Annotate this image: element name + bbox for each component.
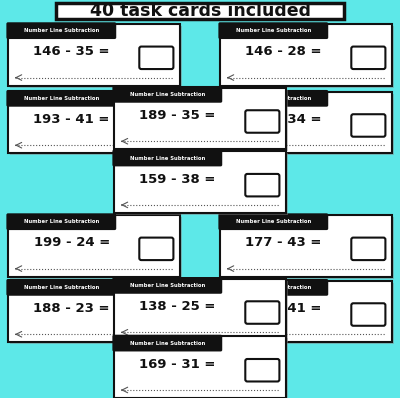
FancyBboxPatch shape bbox=[220, 24, 392, 86]
Text: Number Line Subtraction: Number Line Subtraction bbox=[130, 341, 205, 345]
FancyBboxPatch shape bbox=[245, 359, 279, 381]
FancyBboxPatch shape bbox=[222, 283, 394, 344]
FancyBboxPatch shape bbox=[6, 22, 116, 39]
FancyBboxPatch shape bbox=[116, 338, 288, 398]
Text: Number Line Subtraction: Number Line Subtraction bbox=[24, 285, 99, 290]
FancyBboxPatch shape bbox=[222, 94, 394, 155]
Text: 177 - 43 =: 177 - 43 = bbox=[246, 236, 322, 249]
Text: Number Line Subtraction: Number Line Subtraction bbox=[24, 28, 99, 33]
FancyBboxPatch shape bbox=[351, 238, 386, 260]
Text: 40 task cards included: 40 task cards included bbox=[90, 2, 310, 20]
FancyBboxPatch shape bbox=[8, 215, 180, 277]
FancyBboxPatch shape bbox=[114, 336, 286, 398]
FancyBboxPatch shape bbox=[245, 174, 279, 196]
FancyBboxPatch shape bbox=[10, 94, 182, 155]
Text: Number Line Subtraction: Number Line Subtraction bbox=[24, 96, 99, 101]
FancyBboxPatch shape bbox=[139, 47, 174, 69]
FancyBboxPatch shape bbox=[8, 24, 180, 86]
FancyBboxPatch shape bbox=[114, 279, 286, 340]
Text: 158 - 34 =: 158 - 34 = bbox=[245, 113, 322, 126]
FancyBboxPatch shape bbox=[112, 335, 222, 351]
FancyBboxPatch shape bbox=[10, 26, 182, 88]
Text: 159 - 38 =: 159 - 38 = bbox=[140, 172, 216, 185]
FancyBboxPatch shape bbox=[218, 22, 328, 39]
FancyBboxPatch shape bbox=[245, 301, 279, 324]
Text: Number Line Subtraction: Number Line Subtraction bbox=[130, 283, 205, 288]
FancyBboxPatch shape bbox=[220, 215, 392, 277]
Text: 146 - 35 =: 146 - 35 = bbox=[33, 45, 110, 58]
Text: 189 - 35 =: 189 - 35 = bbox=[140, 109, 216, 122]
FancyBboxPatch shape bbox=[116, 281, 288, 342]
Text: 193 - 41 =: 193 - 41 = bbox=[34, 113, 110, 126]
Text: Number Line Subtraction: Number Line Subtraction bbox=[130, 156, 205, 160]
FancyBboxPatch shape bbox=[112, 277, 222, 294]
FancyBboxPatch shape bbox=[112, 86, 222, 103]
FancyBboxPatch shape bbox=[6, 279, 116, 296]
FancyBboxPatch shape bbox=[351, 303, 386, 326]
Text: 153 - 41 =: 153 - 41 = bbox=[246, 302, 322, 315]
FancyBboxPatch shape bbox=[10, 217, 182, 279]
FancyBboxPatch shape bbox=[222, 26, 394, 88]
FancyBboxPatch shape bbox=[112, 150, 222, 166]
FancyBboxPatch shape bbox=[222, 217, 394, 279]
FancyBboxPatch shape bbox=[245, 110, 279, 133]
FancyBboxPatch shape bbox=[218, 213, 328, 230]
FancyBboxPatch shape bbox=[116, 90, 288, 151]
FancyBboxPatch shape bbox=[56, 3, 344, 19]
FancyBboxPatch shape bbox=[114, 88, 286, 149]
FancyBboxPatch shape bbox=[218, 279, 328, 296]
FancyBboxPatch shape bbox=[351, 47, 386, 69]
FancyBboxPatch shape bbox=[6, 213, 116, 230]
Text: 199 - 24 =: 199 - 24 = bbox=[34, 236, 110, 249]
FancyBboxPatch shape bbox=[220, 92, 392, 153]
Text: 138 - 25 =: 138 - 25 = bbox=[140, 300, 216, 313]
FancyBboxPatch shape bbox=[218, 90, 328, 107]
Text: Number Line Subtraction: Number Line Subtraction bbox=[236, 28, 311, 33]
FancyBboxPatch shape bbox=[220, 281, 392, 342]
Text: Number Line Subtraction: Number Line Subtraction bbox=[24, 219, 99, 224]
FancyBboxPatch shape bbox=[139, 303, 174, 326]
Text: Number Line Subtraction: Number Line Subtraction bbox=[130, 92, 205, 97]
Text: Number Line Subtraction: Number Line Subtraction bbox=[236, 285, 311, 290]
Text: Number Line Subtraction: Number Line Subtraction bbox=[236, 96, 311, 101]
FancyBboxPatch shape bbox=[114, 151, 286, 213]
FancyBboxPatch shape bbox=[139, 238, 174, 260]
Text: Number Line Subtraction: Number Line Subtraction bbox=[236, 219, 311, 224]
Text: 169 - 31 =: 169 - 31 = bbox=[140, 357, 216, 371]
FancyBboxPatch shape bbox=[8, 281, 180, 342]
FancyBboxPatch shape bbox=[6, 90, 116, 107]
FancyBboxPatch shape bbox=[10, 283, 182, 344]
Text: 188 - 23 =: 188 - 23 = bbox=[33, 302, 110, 315]
FancyBboxPatch shape bbox=[116, 153, 288, 215]
FancyBboxPatch shape bbox=[8, 92, 180, 153]
Text: 146 - 28 =: 146 - 28 = bbox=[245, 45, 322, 58]
FancyBboxPatch shape bbox=[351, 114, 386, 137]
FancyBboxPatch shape bbox=[139, 114, 174, 137]
